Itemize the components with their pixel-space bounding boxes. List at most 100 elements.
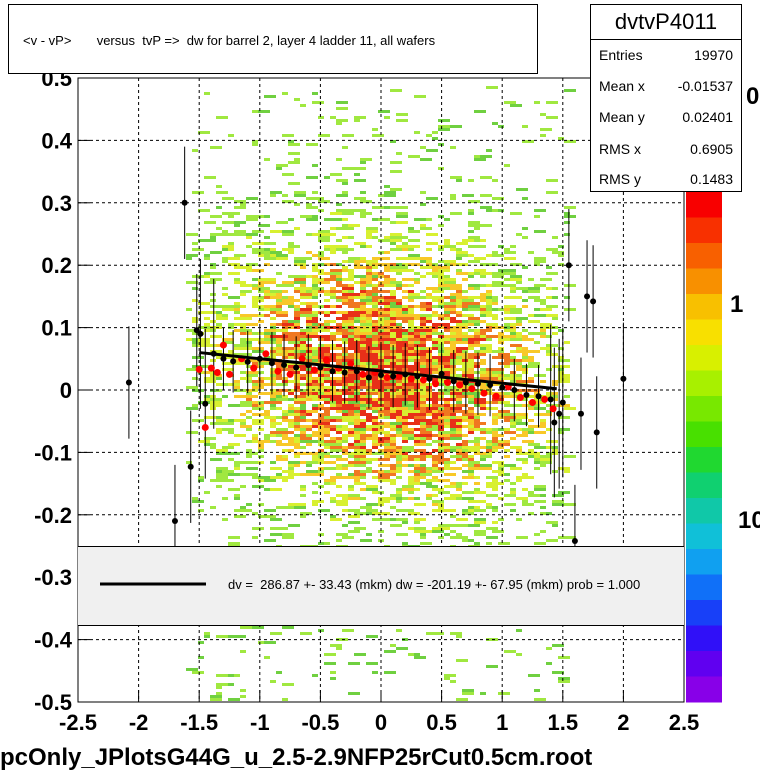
heat-cell: [366, 533, 372, 536]
heat-cell: [444, 335, 456, 338]
heat-cell: [468, 410, 474, 413]
heat-cell: [366, 428, 372, 431]
heat-cell: [198, 209, 210, 212]
heat-cell: [468, 221, 480, 224]
heat-cell: [396, 113, 408, 116]
heat-cell: [366, 281, 372, 284]
heat-cell: [366, 461, 372, 464]
heat-cell: [330, 269, 336, 272]
heat-cell: [234, 347, 246, 350]
heat-cell: [516, 368, 528, 371]
heat-cell: [294, 308, 300, 311]
heat-cell: [234, 494, 240, 497]
heat-cell: [222, 221, 234, 224]
heat-cell: [456, 449, 462, 452]
fit-legend-text: dv = 286.87 +- 33.43 (mkm) dw = -201.19 …: [228, 577, 641, 592]
heat-cell: [474, 542, 480, 545]
heat-cell: [264, 641, 276, 644]
heat-cell: [282, 380, 288, 383]
heat-cell: [534, 230, 546, 233]
heat-cell: [450, 398, 456, 401]
heat-cell: [228, 674, 234, 677]
heat-cell: [474, 500, 486, 503]
heat-cell: [540, 278, 552, 281]
heat-cell: [474, 488, 480, 491]
heat-cell: [408, 338, 414, 341]
heat-cell: [528, 443, 540, 446]
heat-cell: [396, 236, 408, 239]
heat-cell: [288, 296, 294, 299]
heat-cell: [414, 479, 420, 482]
heat-cell: [306, 437, 312, 440]
heat-cell: [300, 446, 306, 449]
heat-cell: [546, 287, 552, 290]
heat-cell: [234, 497, 240, 500]
heat-cell: [258, 377, 264, 380]
heat-cell: [450, 392, 456, 395]
heat-cell: [204, 281, 216, 284]
heat-cell: [504, 395, 510, 398]
heat-cell: [300, 437, 306, 440]
heat-cell: [486, 428, 492, 431]
heat-cell: [324, 455, 330, 458]
black-point: [551, 419, 558, 426]
colorbar-segment: [686, 345, 722, 371]
heat-cell: [456, 179, 462, 182]
heat-cell: [456, 353, 462, 356]
heat-cell: [480, 437, 486, 440]
heat-cell: [492, 434, 498, 437]
heat-cell: [456, 398, 462, 401]
heat-cell: [258, 446, 264, 449]
heat-cell: [456, 242, 468, 245]
heat-cell: [348, 383, 354, 386]
heat-cell: [504, 440, 510, 443]
heat-cell: [450, 317, 456, 320]
heat-cell: [420, 146, 426, 149]
heat-cell: [348, 329, 354, 332]
heat-cell: [348, 314, 354, 317]
heat-cell: [240, 332, 246, 335]
heat-cell: [528, 296, 540, 299]
heat-cell: [252, 284, 258, 287]
heat-cell: [396, 647, 408, 650]
heat-cell: [504, 359, 516, 362]
heat-cell: [228, 488, 240, 491]
heat-cell: [414, 530, 426, 533]
heat-cell: [318, 377, 324, 380]
heat-cell: [348, 257, 360, 260]
heat-cell: [210, 293, 216, 296]
heat-cell: [240, 689, 246, 692]
heat-cell: [306, 275, 312, 278]
heat-cell: [288, 464, 294, 467]
heat-cell: [342, 536, 354, 539]
stat-label: RMS x: [599, 141, 641, 157]
heat-cell: [384, 275, 390, 278]
heat-cell: [468, 236, 480, 239]
heat-cell: [186, 407, 198, 410]
heat-cell: [558, 374, 564, 377]
heat-cell: [252, 407, 264, 410]
heat-cell: [390, 413, 396, 416]
heat-cell: [420, 257, 432, 260]
heat-cell: [438, 128, 450, 131]
heat-cell: [372, 362, 378, 365]
heat-cell: [342, 194, 348, 197]
heat-cell: [462, 449, 468, 452]
heat-cell: [228, 263, 240, 266]
heat-cell: [486, 482, 498, 485]
heat-cell: [282, 290, 288, 293]
heat-cell: [426, 317, 432, 320]
red-point: [213, 369, 221, 377]
heat-cell: [414, 332, 420, 335]
heat-cell: [276, 383, 288, 386]
heat-cell: [372, 275, 378, 278]
heat-cell: [378, 530, 384, 533]
heat-cell: [270, 632, 282, 635]
heat-cell: [366, 488, 378, 491]
heat-cell: [294, 287, 306, 290]
x-tick-label: -0.5: [301, 710, 339, 735]
heat-cell: [348, 290, 354, 293]
heat-cell: [426, 467, 432, 470]
heat-cell: [474, 476, 480, 479]
heat-cell: [558, 416, 570, 419]
